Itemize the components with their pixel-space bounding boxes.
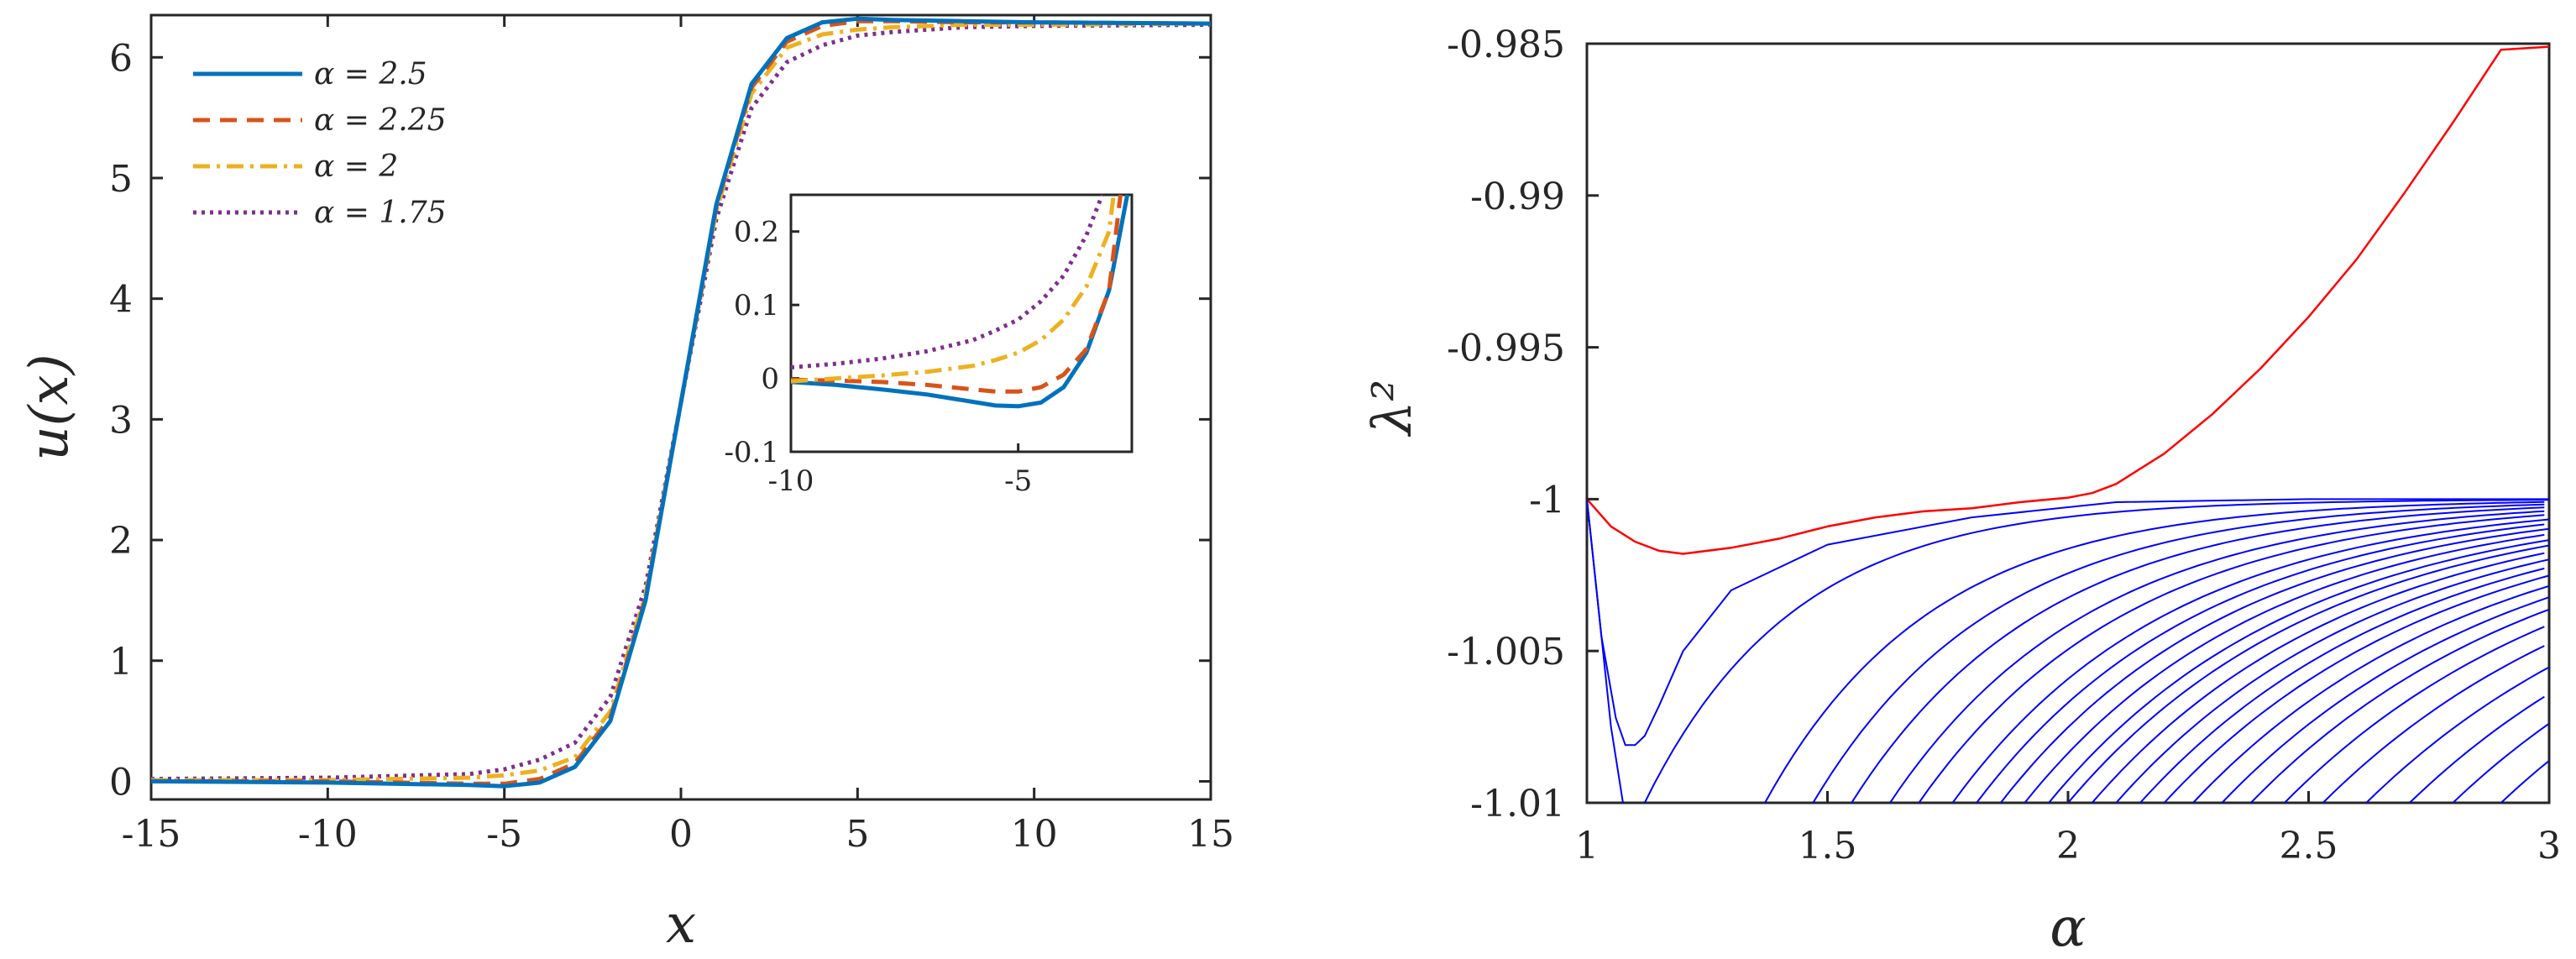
left-y-tick-label: 6 bbox=[109, 37, 133, 80]
blue-branch-curve bbox=[2500, 760, 2549, 803]
left-x-tick-label: -10 bbox=[298, 813, 358, 856]
series-line-alpha-2-5 bbox=[151, 16, 1211, 789]
blue-branch-curve bbox=[1851, 506, 2545, 803]
legend: α = 2.5 α = 2.25 α = 2 α = 1.75 bbox=[193, 57, 447, 230]
blue-branch-curve bbox=[1918, 514, 2545, 803]
inset-y-tick-label: -0.1 bbox=[724, 436, 779, 469]
blue-branch-curve bbox=[2067, 544, 2549, 803]
blue-branch-curve bbox=[2000, 527, 2549, 803]
left-x-tick-label: -5 bbox=[486, 813, 522, 856]
blue-branch-curve bbox=[2192, 584, 2549, 803]
left-y-tick-label: 1 bbox=[109, 641, 133, 684]
legend-label-alpha-1-75: α = 1.75 bbox=[314, 196, 447, 230]
inset-series-line-alpha-2 bbox=[791, 195, 1116, 384]
right-x-axis-label: α bbox=[2050, 897, 2086, 959]
inset-y-tick-label: 0 bbox=[761, 363, 779, 396]
series-blue-branch-b bbox=[1587, 499, 1624, 803]
left-y-tick-label: 3 bbox=[109, 399, 133, 442]
blue-branch-curve bbox=[2409, 695, 2545, 803]
blue-branch-curve bbox=[2322, 645, 2545, 803]
blue-branch-curve bbox=[2163, 574, 2549, 803]
blue-branch-curve bbox=[1951, 518, 2549, 803]
blue-branch-curve bbox=[2091, 552, 2545, 803]
inset-plot-frame bbox=[789, 193, 1134, 453]
series-red-branch bbox=[1587, 45, 2549, 555]
left-y-tick-label: 5 bbox=[109, 158, 133, 201]
blue-branch-curve bbox=[1976, 523, 2545, 803]
blue-branch-curve bbox=[2365, 666, 2549, 803]
inset-x-tick-label: -10 bbox=[768, 464, 814, 498]
legend-label-alpha-2-25: α = 2.25 bbox=[314, 103, 447, 138]
blue-branch-curve bbox=[2284, 626, 2545, 803]
left-y-tick-label: 0 bbox=[109, 761, 133, 804]
blue-branch-curve bbox=[2452, 722, 2549, 803]
right-y-tick-label: -0.985 bbox=[1447, 24, 1565, 66]
inset-x-tick-label: -5 bbox=[1004, 464, 1032, 498]
inset-axis-ticks: -10 -5 -0.1 0 0.1 0.2 bbox=[724, 216, 1032, 498]
inset-y-tick-label: 0.1 bbox=[734, 289, 779, 322]
inset-series-line-alpha-2-5 bbox=[791, 195, 1130, 409]
right-y-tick-label: -1.01 bbox=[1470, 783, 1565, 825]
right-x-tick-label: 1 bbox=[1575, 825, 1599, 867]
blue-branch-curve bbox=[1889, 510, 2545, 803]
blue-branch-curve bbox=[2024, 533, 2545, 803]
right-y-tick-label: -1.005 bbox=[1447, 631, 1565, 673]
right-plot-frame bbox=[1585, 42, 2551, 804]
right-y-tick-label: -1 bbox=[1529, 479, 1565, 521]
blue-branch-curve bbox=[2115, 558, 2549, 803]
right-chart: 1 1.5 2 2.5 3-0.985-0.99-0.995-1-1.005-1.01 … bbox=[1362, 24, 2561, 959]
right-x-tick-label: 2 bbox=[2056, 825, 2080, 867]
right-axis-ticks: 1 1.5 2 2.5 3 -0.985 -0.99 -0.995 -1 -1.005 -1.01 bbox=[1447, 24, 2561, 867]
right-x-tick-label: 1.5 bbox=[1798, 825, 1857, 867]
right-x-tick-label: 2.5 bbox=[2280, 825, 2338, 867]
right-y-tick-label: -0.99 bbox=[1470, 176, 1565, 218]
blue-branch-curve bbox=[2139, 567, 2545, 803]
right-y-tick-label: -0.995 bbox=[1447, 328, 1565, 370]
legend-label-alpha-2-5: α = 2.5 bbox=[314, 57, 427, 92]
left-axis-ticks: -15 -10 -5 0 5 10 15 0 1 2 3 4 5 6 bbox=[109, 15, 1234, 856]
inset-series-line-alpha-2-25 bbox=[791, 195, 1123, 394]
blue-branch-curve bbox=[2221, 596, 2549, 803]
right-y-axis-label: λ² bbox=[1362, 380, 1424, 438]
right-series-group bbox=[1587, 45, 2549, 803]
blue-branch-curve bbox=[1643, 499, 2549, 803]
left-y-tick-label: 2 bbox=[109, 520, 133, 563]
inset-series-line-alpha-1-75 bbox=[791, 195, 1105, 369]
left-x-tick-label: 0 bbox=[669, 813, 693, 856]
left-x-tick-label: -15 bbox=[122, 813, 181, 856]
left-y-axis-label: u(x) bbox=[18, 354, 81, 460]
blue-branch-curve bbox=[2048, 539, 2549, 803]
series-blue-branch-a bbox=[1587, 498, 2549, 747]
left-x-tick-label: 5 bbox=[846, 813, 869, 856]
left-x-axis-label: x bbox=[666, 893, 696, 956]
blue-branch-curve bbox=[1812, 503, 2545, 803]
blue-branch-curve bbox=[2249, 608, 2549, 803]
inset-series-group bbox=[791, 195, 1130, 409]
left-x-tick-label: 15 bbox=[1187, 813, 1234, 856]
left-y-tick-label: 4 bbox=[109, 279, 133, 322]
left-series-group bbox=[151, 16, 1211, 789]
left-x-tick-label: 10 bbox=[1011, 813, 1058, 856]
blue-branch-curve bbox=[1764, 500, 2545, 803]
inset-chart: -10 -5 -0.1 0 0.1 0.2 bbox=[724, 193, 1134, 498]
left-chart: -15 -10 -5 0 5 10 15 0 1 2 3 4 5 6 x u(x) α = 2.5 α =… bbox=[18, 13, 1234, 956]
inset-y-tick-label: 0.2 bbox=[734, 216, 779, 249]
right-x-tick-label: 3 bbox=[2537, 825, 2561, 867]
legend-label-alpha-2: α = 2 bbox=[314, 149, 398, 184]
